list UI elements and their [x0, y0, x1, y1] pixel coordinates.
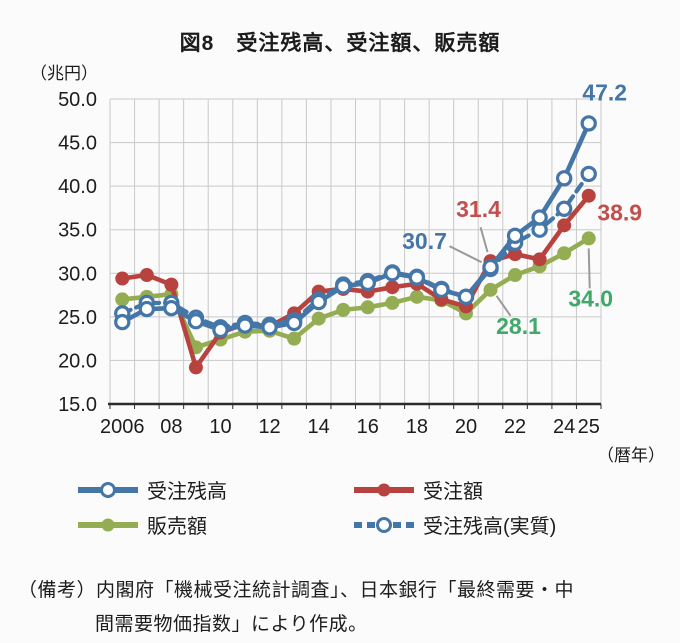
x-tick-label: 22 — [504, 416, 526, 438]
data-point-sales — [409, 289, 424, 304]
data-point-orders — [581, 188, 596, 203]
data-point-backlog — [236, 317, 254, 334]
data-point-sales — [115, 292, 130, 307]
data-point-sales — [336, 302, 351, 317]
data-point-sales — [483, 282, 498, 297]
data-point-backlog — [310, 293, 327, 311]
legend-marker-sales — [78, 518, 138, 531]
legend-label-orders: 受注額 — [423, 481, 483, 503]
annotation-value: 28.1 — [496, 313, 541, 339]
data-point-backlog — [384, 265, 401, 282]
data-point-orders — [385, 280, 400, 295]
x-tick-label: 25 — [578, 416, 600, 438]
y-tick-label: 45.0 — [58, 133, 97, 155]
data-point-sales — [311, 311, 326, 326]
data-point-backlog — [163, 299, 180, 317]
chart-legend: 受注残高 受注額販売額 受注残高(実質) — [0, 469, 680, 541]
data-point-sales — [385, 295, 400, 310]
legend-label-backlog: 受注残高 — [147, 481, 227, 503]
data-point-backlog — [531, 209, 548, 226]
y-axis-unit-label: （兆円） — [30, 64, 98, 83]
legend-item-sales: 販売額 — [76, 510, 207, 539]
x-tick-label: 2006 — [100, 416, 145, 438]
x-tick-label: 16 — [357, 416, 379, 438]
legend-item-orders: 受注額 — [352, 475, 483, 504]
data-point-backlog — [408, 269, 426, 286]
data-point-backlog — [359, 274, 376, 292]
x-axis-unit-label: （暦年） — [597, 446, 665, 465]
x-tick-label: 10 — [209, 416, 231, 438]
data-point-orders — [532, 252, 547, 267]
data-point-backlog — [335, 278, 352, 295]
data-point-backlog-real — [555, 200, 573, 217]
data-point-backlog — [187, 313, 205, 330]
source-note-line-2: 間需要物価指数」により作成。 — [95, 614, 368, 635]
annotation-value: 34.0 — [568, 285, 613, 311]
data-point-orders — [115, 271, 130, 286]
y-tick-label: 35.0 — [58, 220, 97, 242]
annotation-leader — [449, 245, 482, 264]
x-tick-label: 24 — [553, 416, 575, 438]
data-point-backlog — [433, 281, 450, 299]
legend-marker-backlog — [78, 481, 138, 498]
legend-item-backlog: 受注残高 — [76, 475, 227, 504]
data-point-orders — [508, 247, 523, 262]
x-tick-label: 20 — [455, 416, 477, 438]
data-point-sales — [557, 246, 572, 261]
data-point-orders — [188, 360, 203, 375]
y-tick-label: 20.0 — [58, 350, 97, 372]
data-point-backlog — [138, 300, 156, 318]
legend-label-backlog-real: 受注残高(実質) — [423, 516, 557, 538]
data-point-orders — [164, 277, 179, 292]
source-note-line-1: （備考）内閣府「機械受注統計調査」、日本銀行「最終需要・中 — [18, 580, 575, 601]
y-tick-label: 30.0 — [58, 263, 97, 285]
legend-marker-backlog-real — [354, 516, 414, 533]
data-point-orders — [557, 218, 572, 233]
x-tick-label: 18 — [406, 416, 428, 438]
data-point-backlog — [506, 227, 524, 245]
data-point-backlog-real — [580, 165, 597, 183]
annotation-value: 30.7 — [402, 228, 447, 254]
data-point-sales — [508, 268, 523, 283]
data-point-backlog — [482, 258, 499, 276]
annotation-leader — [495, 295, 512, 317]
data-point-orders — [139, 268, 154, 283]
annotation-value: 31.4 — [456, 196, 501, 222]
data-point-sales — [581, 231, 596, 246]
legend-marker-orders — [354, 483, 414, 496]
data-point-backlog — [555, 170, 573, 187]
data-point-backlog — [580, 115, 597, 132]
annotation-value: 38.9 — [597, 200, 642, 226]
y-tick-label: 40.0 — [58, 176, 97, 198]
x-tick-label: 14 — [308, 416, 330, 438]
data-point-backlog — [285, 314, 303, 332]
data-point-backlog — [114, 313, 131, 331]
data-point-backlog — [261, 319, 278, 336]
x-tick-label: 12 — [258, 416, 280, 438]
legend-label-sales: 販売額 — [147, 516, 207, 538]
data-point-sales — [360, 300, 375, 315]
annotation-leader — [587, 248, 591, 289]
data-point-backlog — [212, 321, 229, 339]
data-point-sales — [287, 331, 302, 346]
y-tick-label: 15.0 — [58, 394, 97, 416]
y-tick-label: 25.0 — [58, 307, 97, 329]
x-tick-label: 08 — [160, 416, 182, 438]
legend-item-backlog-real: 受注残高(実質) — [352, 510, 556, 539]
annotation-leader — [479, 226, 489, 253]
data-point-backlog — [457, 288, 475, 306]
annotation-value: 47.2 — [582, 79, 627, 105]
chart-title: 図8 受注残高、受注額、販売額 — [179, 32, 501, 55]
y-tick-label: 50.0 — [58, 89, 97, 111]
